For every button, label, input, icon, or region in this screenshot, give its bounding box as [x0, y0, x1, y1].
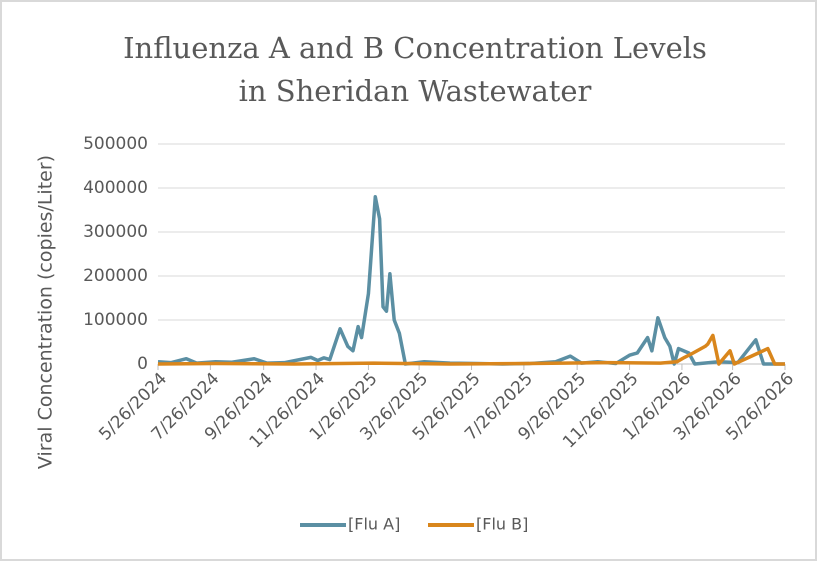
y-tick-label: 100000 [83, 310, 148, 330]
chart-title: Influenza A and B Concentration Levels [123, 31, 707, 65]
y-axis-title: Viral Concentration (copies/Liter) [35, 155, 57, 469]
series-line [157, 333, 785, 366]
chart-title: in Sheridan Wastewater [239, 74, 592, 108]
y-tick-label: 300000 [83, 222, 148, 242]
y-tick-label: 500000 [83, 134, 148, 154]
y-tick-label: 200000 [83, 266, 148, 286]
y-tick-label: 0 [137, 354, 148, 374]
legend-label: [Flu A] [348, 515, 400, 534]
y-tick-label: 400000 [83, 178, 148, 198]
legend-label: [Flu B] [476, 515, 528, 534]
